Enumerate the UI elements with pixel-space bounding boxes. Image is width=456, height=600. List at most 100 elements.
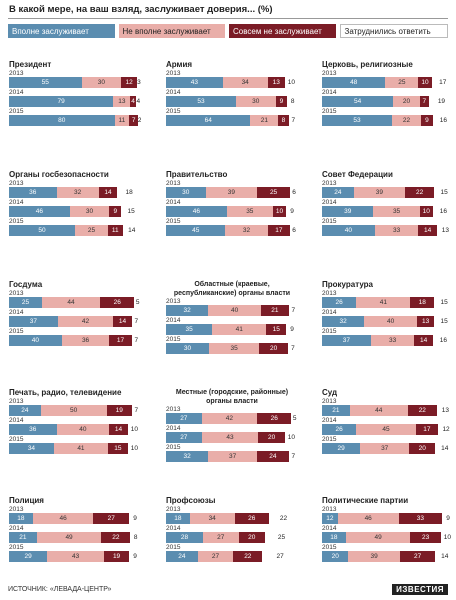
data-label: 8 xyxy=(290,98,295,105)
data-label: 17 xyxy=(423,426,431,433)
legend-item-not-fully: Не вполне заслуживает xyxy=(118,24,225,38)
stacked-bar: 53 30 9 8 xyxy=(166,96,298,107)
data-label: 14 xyxy=(128,227,136,234)
data-label: 27 xyxy=(180,434,188,441)
year-label: 2014 xyxy=(322,525,337,532)
data-label: 9 xyxy=(113,208,118,215)
data-label: 14 xyxy=(441,445,449,452)
bar-segment-not-fully: 43 xyxy=(201,432,259,443)
year-label: 2014 xyxy=(322,199,337,206)
data-label: 15 xyxy=(440,299,448,306)
data-label: 18 xyxy=(17,515,25,522)
bar-segment-unsure: 7 xyxy=(288,305,298,316)
bar-segment-not-fully: 46 xyxy=(337,513,399,524)
data-label: 14 xyxy=(419,337,428,344)
data-label: 45 xyxy=(382,426,390,433)
bar-segment-fully: 29 xyxy=(322,443,361,454)
bar-segment-not-at-all: 10 xyxy=(418,77,432,88)
data-label: 39 xyxy=(344,208,352,215)
data-label: 40 xyxy=(31,337,40,344)
bar-segment-fully: 24 xyxy=(9,405,41,416)
bar-segment-fully: 36 xyxy=(9,187,57,198)
bar-segment-fully: 54 xyxy=(322,96,394,107)
data-label: 13 xyxy=(441,407,450,414)
bar-row: 2014 79 13 4 4 xyxy=(9,89,141,108)
bar-row: 2013 18 34 26 22 xyxy=(166,506,298,525)
data-label: 46 xyxy=(35,208,43,215)
data-label: 30 xyxy=(182,189,190,196)
bar-segment-fully: 18 xyxy=(166,513,190,524)
bar-segment-unsure: 8 xyxy=(287,96,298,107)
chart-panel: Печать, радио, телевидение 2013 24 50 19 7 201… xyxy=(9,388,141,455)
data-label: 15 xyxy=(440,189,448,196)
bar-segment-not-fully: 25 xyxy=(75,225,108,236)
year-label: 2013 xyxy=(322,398,337,405)
data-label: 48 xyxy=(350,79,358,86)
year-label: 2013 xyxy=(9,506,24,513)
bar-segment-not-at-all: 19 xyxy=(104,551,130,562)
bar-segment-not-at-all: 22 xyxy=(405,187,435,198)
data-label: 16 xyxy=(439,208,448,215)
chart-panel: Церковь, религиозные организации2013 48 25… xyxy=(322,60,454,127)
bar-segment-unsure: 19 xyxy=(428,96,454,107)
bar-row: 2015 50 25 11 14 xyxy=(9,218,141,237)
stacked-bar: 26 45 17 12 xyxy=(322,424,454,435)
bar-row: 2013 25 44 26 5 xyxy=(9,290,141,309)
data-label: 36 xyxy=(81,337,90,344)
data-label: 29 xyxy=(337,445,345,452)
bar-row: 2013 30 39 25 6 xyxy=(166,180,298,199)
bar-segment-fully: 40 xyxy=(322,225,375,236)
bar-segment-not-at-all: 20 xyxy=(409,443,436,454)
bar-segment-not-at-all: 26 xyxy=(257,413,292,424)
bar-segment-not-at-all: 33 xyxy=(398,513,443,524)
data-label: 43 xyxy=(72,553,80,560)
bar-segment-not-at-all: 25 xyxy=(257,187,291,198)
data-label: 22 xyxy=(402,117,411,124)
data-label: 49 xyxy=(65,534,73,541)
bar-segment-not-fully: 45 xyxy=(356,424,416,435)
data-label: 43 xyxy=(226,434,234,441)
bar-segment-not-at-all: 8 xyxy=(278,115,289,126)
bar-segment-not-at-all: 10 xyxy=(419,206,433,217)
bar-segment-not-at-all: 4 xyxy=(130,96,136,107)
bar-segment-unsure: 25 xyxy=(264,532,298,543)
data-label: 39 xyxy=(227,189,235,196)
bar-row: 2015 45 32 17 6 xyxy=(166,218,298,237)
bar-segment-fully: 27 xyxy=(166,413,202,424)
data-label: 19 xyxy=(115,407,123,414)
data-label: 19 xyxy=(437,98,446,105)
data-label: 21 xyxy=(260,117,268,124)
bar-segment-not-fully: 41 xyxy=(356,297,411,308)
bar-row: 2014 32 40 13 15 xyxy=(322,309,454,328)
bar-segment-not-fully: 43 xyxy=(47,551,105,562)
panel-title: Правительство xyxy=(166,170,228,179)
bar-segment-not-at-all: 18 xyxy=(410,297,435,308)
stacked-bar: 37 42 14 7 xyxy=(9,316,141,327)
bar-segment-unsure: 9 xyxy=(286,206,298,217)
bar-segment-not-fully: 33 xyxy=(370,335,415,346)
stacked-bar: 80 11 7 2 xyxy=(9,115,141,126)
bar-row: 2013 24 50 19 7 xyxy=(9,398,141,417)
panel-title: Печать, радио, телевидение xyxy=(9,388,122,397)
data-label: 46 xyxy=(192,208,200,215)
bar-segment-not-at-all: 14 xyxy=(414,335,433,346)
data-label: 16 xyxy=(439,117,448,124)
stacked-bar: 21 49 22 8 xyxy=(9,532,141,543)
year-label: 2014 xyxy=(166,425,181,432)
data-label: 30 xyxy=(183,345,192,352)
bar-segment-unsure: 15 xyxy=(121,206,141,217)
panel-title: Прокуратура xyxy=(322,280,374,289)
data-label: 25 xyxy=(21,299,30,306)
bar-row: 2014 18 49 23 10 xyxy=(322,525,454,544)
data-label: 43 xyxy=(190,79,198,86)
data-label: 40 xyxy=(344,227,353,234)
bar-segment-not-at-all: 9 xyxy=(275,96,288,107)
year-label: 2013 xyxy=(322,506,337,513)
bar-row: 2014 39 35 10 16 xyxy=(322,199,454,218)
data-label: 32 xyxy=(74,189,82,196)
bar-segment-not-fully: 39 xyxy=(348,551,400,562)
data-label: 9 xyxy=(133,515,137,522)
bar-segment-fully: 43 xyxy=(166,77,223,88)
bar-segment-fully: 46 xyxy=(9,206,70,217)
chart-panel: Политические партии 2013 12 46 33 9 2014 18 49 23… xyxy=(322,496,454,563)
